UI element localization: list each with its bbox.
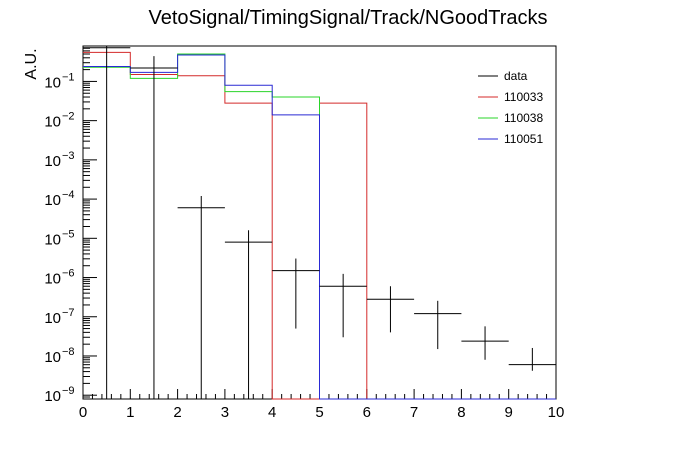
x-tick-label: 8: [457, 404, 465, 421]
x-tick-label: 5: [315, 404, 323, 421]
y-tick-exponent: −8: [62, 346, 75, 358]
y-tick-label: 10: [44, 349, 61, 366]
y-tick-exponent: −1: [62, 71, 75, 83]
legend-label-110038: 110038: [504, 111, 543, 125]
y-tick-label: 10: [44, 153, 61, 170]
x-tick-label: 2: [173, 404, 181, 421]
plot-area: 0 1 2 3 4 5 6 7 8 9 1010−910−810−710−610−510−410−3…: [44, 45, 565, 421]
x-tick-label: 7: [410, 404, 418, 421]
y-tick-exponent: −9: [62, 385, 75, 397]
x-tick-label: 9: [505, 404, 513, 421]
y-tick-label: 10: [44, 192, 61, 209]
y-tick-exponent: −3: [62, 150, 75, 162]
legend-label-data: data: [504, 69, 528, 83]
y-axis-label: A.U.: [23, 48, 40, 79]
y-tick-exponent: −4: [62, 189, 75, 201]
y-tick-label: 10: [44, 231, 61, 248]
y-tick-label: 10: [44, 271, 61, 288]
y-tick-label: 10: [44, 388, 61, 405]
x-tick-label: 0: [79, 404, 87, 421]
y-tick-label: 10: [44, 114, 61, 131]
y-tick-exponent: −6: [62, 268, 75, 280]
x-tick-label: 3: [221, 404, 229, 421]
y-tick-exponent: −2: [62, 111, 75, 123]
legend: data 110033 110038 110051: [478, 69, 543, 146]
legend-label-110033: 110033: [504, 90, 543, 104]
x-tick-label: 10: [548, 404, 565, 421]
x-tick-label: 1: [126, 404, 134, 421]
y-tick-label: 10: [44, 310, 61, 327]
chart-title: VetoSignal/TimingSignal/Track/NGoodTrack…: [148, 7, 547, 29]
legend-label-110051: 110051: [504, 132, 543, 146]
x-tick-label: 4: [268, 404, 276, 421]
y-tick-label: 10: [44, 74, 61, 91]
x-tick-label: 6: [363, 404, 371, 421]
y-tick-exponent: −7: [62, 307, 75, 319]
y-tick-exponent: −5: [62, 228, 75, 240]
